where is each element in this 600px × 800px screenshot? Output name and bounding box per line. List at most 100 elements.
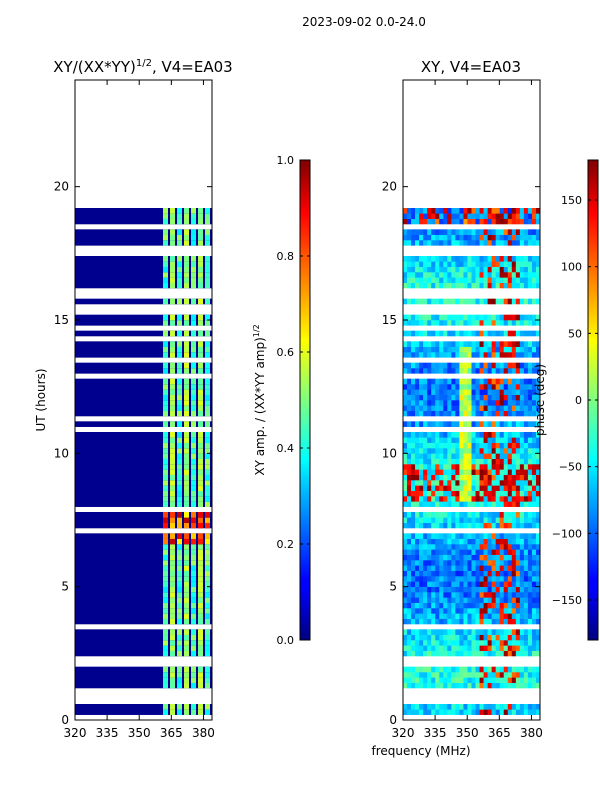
heatmap-cell: [495, 266, 501, 273]
heatmap-cell: [471, 613, 476, 619]
heatmap-cell: [495, 458, 501, 465]
heatmap-cell: [535, 458, 540, 465]
heatmap-cell: [463, 282, 468, 289]
heatmap-cell: [403, 586, 408, 593]
heatmap-cell: [535, 346, 540, 353]
heatmap-cell: [495, 208, 501, 214]
heatmap-cell: [459, 352, 464, 358]
heatmap-cell: [403, 346, 408, 353]
heatmap-cell: [531, 218, 537, 225]
heatmap-cell: [443, 496, 448, 502]
heatmap-cell: [471, 490, 476, 497]
heatmap-cell: [463, 229, 468, 235]
heatmap-cell: [415, 666, 420, 673]
heatmap-cell: [535, 298, 540, 305]
heatmap-cell: [177, 570, 182, 577]
heatmap-cell: [447, 608, 452, 614]
heatmap-cell: [503, 341, 509, 347]
heatmap-cell: [463, 266, 468, 273]
heatmap-cell: [198, 560, 203, 566]
heatmap-cell: [523, 560, 529, 566]
heatmap-cell: [531, 533, 537, 539]
heatmap-cell: [519, 448, 525, 454]
heatmap-cell: [407, 501, 412, 507]
heatmap-cell: [483, 453, 488, 459]
heatmap-cell: [531, 437, 537, 443]
heatmap-cell: [455, 368, 460, 374]
heatmap-cell: [177, 432, 182, 438]
heatmap-cell: [177, 586, 182, 593]
heatmap-cell: [495, 586, 501, 593]
heatmap-cell: [427, 394, 432, 401]
heatmap-cell: [503, 608, 509, 614]
heatmap-cell: [198, 672, 203, 678]
heatmap-cell: [411, 346, 416, 353]
heatmap-row: [75, 405, 212, 411]
heatmap-cell: [415, 618, 420, 625]
heatmap-cell: [483, 496, 488, 502]
heatmap-cell: [403, 613, 408, 619]
heatmap-cell: [503, 682, 509, 689]
heatmap-row: [75, 266, 212, 273]
heatmap-cell: [443, 682, 448, 689]
heatmap-cell: [451, 384, 456, 390]
heatmap-cell: [475, 592, 480, 598]
heatmap-cell: [451, 469, 456, 475]
heatmap-cell: [507, 517, 513, 523]
heatmap-cell: [515, 352, 521, 358]
heatmap-cell: [511, 240, 517, 246]
heatmap-cell: [447, 581, 452, 587]
heatmap-cell: [495, 554, 501, 561]
heatmap-cell: [507, 501, 513, 507]
heatmap-cell: [411, 544, 416, 550]
heatmap-cell: [205, 437, 210, 443]
heatmap-cell: [479, 272, 484, 278]
heatmap-cell: [205, 389, 210, 395]
heatmap-cell: [491, 490, 496, 497]
heatmap-cell: [471, 522, 476, 529]
heatmap-cell: [443, 709, 448, 715]
heatmap-cell: [198, 480, 203, 486]
heatmap-cell: [435, 378, 440, 385]
heatmap-cell: [198, 496, 203, 502]
heatmap-cell: [479, 672, 484, 678]
heatmap-cell: [475, 650, 480, 657]
heatmap-cell: [515, 282, 521, 289]
heatmap-cell: [483, 272, 488, 278]
heatmap-cell: [191, 272, 196, 278]
heatmap-cell: [415, 410, 420, 417]
heatmap-cell: [531, 234, 537, 241]
heatmap-cell: [479, 608, 484, 614]
heatmap-cell: [499, 640, 505, 646]
heatmap-cell: [519, 272, 525, 278]
heatmap-cell: [163, 330, 168, 337]
y-tick-label: 10: [54, 446, 69, 460]
heatmap-cell: [519, 640, 525, 646]
heatmap-cell: [519, 544, 525, 550]
heatmap-cell: [170, 576, 175, 582]
heatmap-cell: [475, 704, 480, 710]
heatmap-cell: [455, 645, 460, 651]
heatmap-cell: [163, 405, 168, 411]
heatmap-cell: [407, 261, 412, 267]
heatmap-cell: [415, 704, 420, 710]
heatmap-cell: [439, 298, 444, 305]
heatmap-cell: [471, 474, 476, 481]
heatmap-cell: [507, 554, 513, 561]
heatmap-cell: [177, 474, 182, 481]
heatmap-cell: [523, 341, 529, 347]
heatmap-cell: [475, 490, 480, 497]
heatmap-cell: [435, 645, 440, 651]
heatmap-cell: [479, 496, 484, 502]
heatmap-cell: [170, 432, 175, 438]
heatmap-cell: [415, 608, 420, 614]
heatmap-cell: [491, 608, 496, 614]
heatmap-cell: [443, 256, 448, 262]
heatmap-cell: [487, 586, 492, 593]
heatmap-cell: [507, 629, 513, 635]
heatmap-cell: [177, 229, 182, 235]
heatmap-cell: [483, 442, 488, 449]
heatmap-cell: [439, 490, 444, 497]
heatmap-cell: [411, 522, 416, 529]
heatmap-cell: [447, 576, 452, 582]
